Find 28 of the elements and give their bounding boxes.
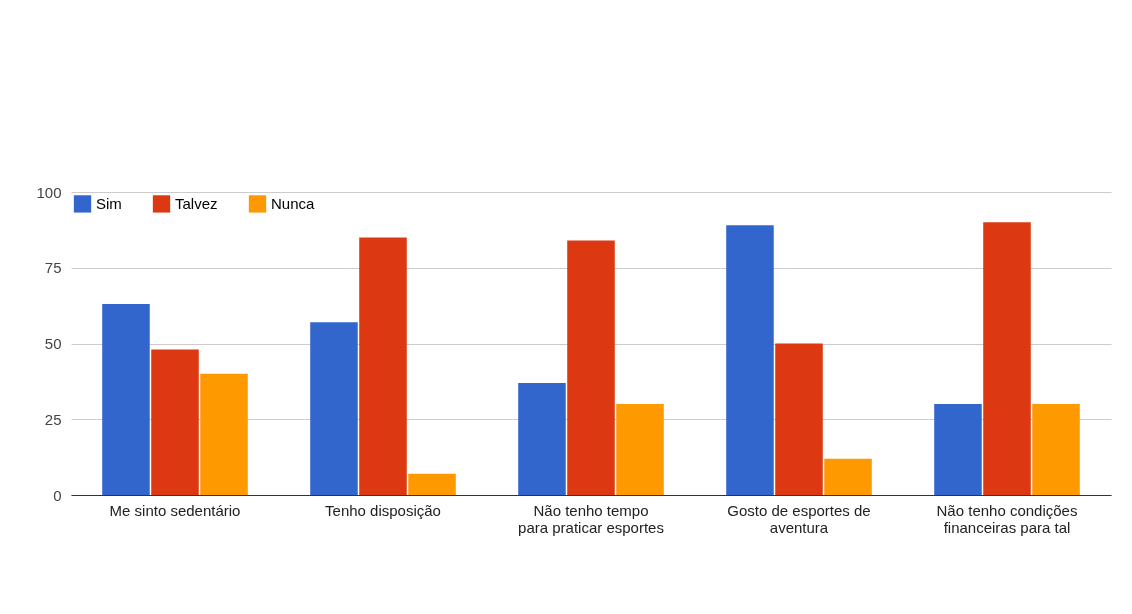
bar	[310, 322, 358, 495]
bar	[824, 458, 872, 495]
x-tick-label: Não tenho tempo para praticar esportes	[518, 501, 664, 536]
bar	[567, 240, 615, 495]
bar	[983, 222, 1031, 495]
x-tick-label: Não tenho condições financeiras para tal	[936, 501, 1078, 536]
legend-label: Nunca	[271, 194, 316, 212]
y-tick-label: 50	[44, 335, 62, 352]
y-tick-label: 25	[44, 410, 62, 428]
y-tick-label: 0	[53, 486, 62, 504]
legend-label: Sim	[96, 194, 122, 212]
bar	[151, 349, 199, 495]
bar	[200, 373, 248, 495]
x-tick-label: Gosto de esportes de aventura	[727, 501, 871, 536]
bar	[518, 382, 566, 495]
bar	[1032, 404, 1080, 495]
bar	[616, 404, 664, 495]
bar	[726, 225, 774, 495]
x-tick-label: Tenho disposição	[325, 501, 441, 519]
bar	[775, 343, 823, 495]
y-tick-label: 75	[44, 259, 62, 277]
bar	[934, 404, 982, 495]
bar	[102, 304, 150, 495]
legend-label: Talvez	[175, 194, 218, 212]
x-tick-label: Me sinto sedentário	[109, 501, 241, 519]
bar	[408, 473, 456, 495]
y-tick-label: 100	[36, 183, 62, 201]
bar	[359, 237, 407, 495]
